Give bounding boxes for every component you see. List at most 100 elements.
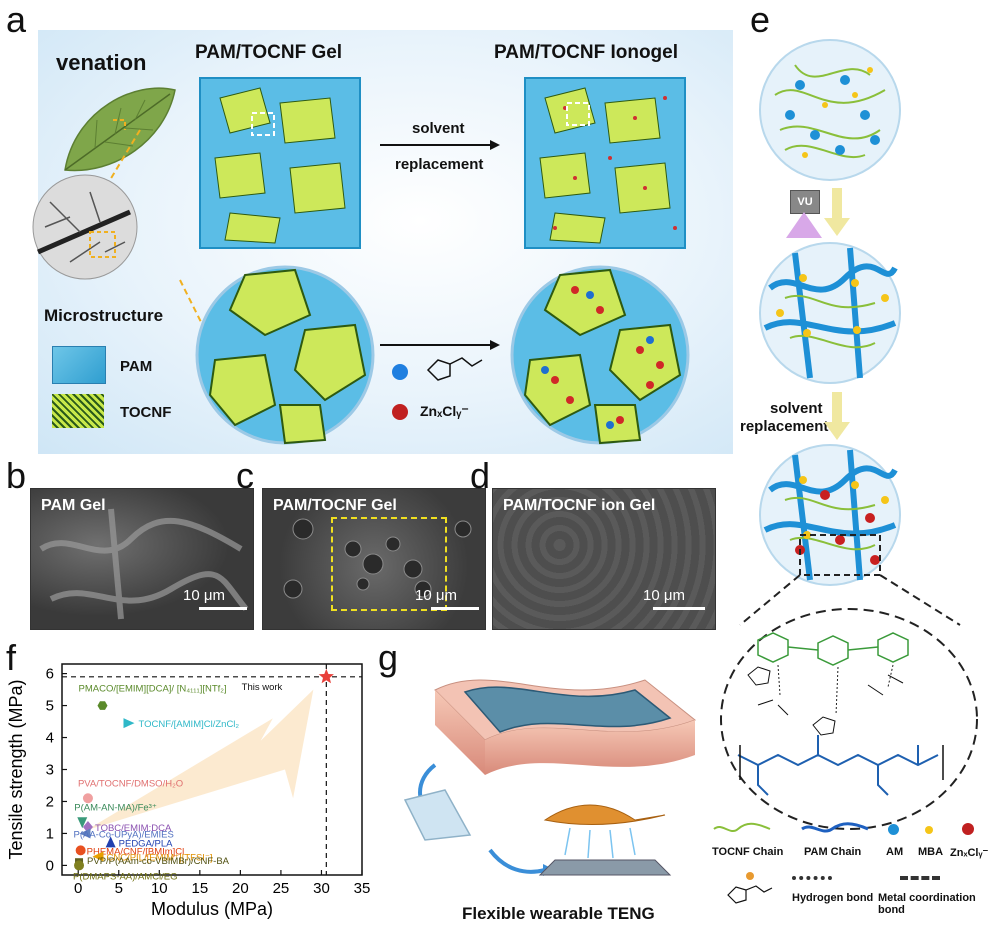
panel-f-label: f (6, 637, 17, 678)
panel-d-label: d (470, 455, 491, 496)
replacement-label-e: replacement (740, 418, 829, 435)
arrow-text-solvent: solvent (412, 120, 465, 137)
ionogel-microstructure-circle (510, 265, 690, 445)
data-label: PMACO/[EMIM][DCA]/ [N₄₁₁₁][NTf₂] (79, 684, 227, 695)
data-point (74, 860, 85, 871)
data-point (75, 845, 86, 856)
scale-text-b: 10 μm (183, 587, 225, 604)
sem-d-title: PAM/TOCNF ion Gel (503, 497, 656, 514)
scale-bar-d (653, 607, 705, 610)
legend-tocnf-chain: TOCNF Chain (712, 846, 784, 858)
legend-metal: Metal coordination bond (878, 892, 976, 916)
cation-dot (392, 364, 408, 380)
ionogel-cube (524, 77, 686, 249)
y-tick-label: 0 (46, 857, 54, 874)
leaf-closeup (32, 174, 138, 280)
legend-hbond: Hydrogen bond (792, 892, 874, 904)
process-arrow-1 (824, 188, 850, 236)
x-tick-label: 5 (115, 880, 123, 897)
imidazolium-structure (426, 357, 483, 381)
x-tick-label: 0 (74, 880, 82, 897)
legend-zn-dot (962, 823, 974, 835)
trend-arrow (86, 689, 314, 831)
data-label: P(AA-Co-UPyA)/EMIES (74, 829, 174, 840)
data-label: PHEMA/CNF/[BMIm]Cl (87, 846, 185, 857)
y-tick-label: 5 (46, 698, 54, 715)
solvent-replacement-arrow (380, 140, 500, 150)
panel-g-label: g (378, 637, 399, 678)
data-point (79, 828, 91, 839)
y-tick-label: 1 (46, 825, 54, 842)
y-axis-label: Tensile strength (MPa) (6, 679, 26, 859)
uv-light-cone (786, 212, 822, 238)
panel-e-label: e (750, 0, 771, 40)
data-point (318, 668, 334, 684)
legend-pam-label: PAM (120, 358, 153, 375)
data-point (77, 817, 88, 829)
x-tick-label: 30 (313, 880, 330, 897)
panel-a-label: a (6, 0, 27, 40)
uv-lamp: VU (790, 190, 820, 214)
panel-c-label: c (236, 455, 254, 496)
venation-label: venation (56, 50, 147, 75)
legend-tocnf-label: TOCNF (120, 404, 172, 421)
legend-tocnf-chain-icon (713, 822, 771, 832)
data-label: P(DMAPS-AA)/AMCl/EG (73, 871, 178, 882)
teng-illustration (403, 679, 696, 876)
ionogel-title: PAM/TOCNF Ionogel (494, 42, 679, 63)
data-point (97, 701, 108, 710)
reaction-arrow (380, 340, 500, 350)
legend-zn-e: ZnₓClᵧ⁻ (950, 847, 989, 859)
legend-tocnf-swatch (52, 394, 104, 428)
process-arrow-2 (824, 392, 850, 440)
legend-mba-dot (925, 826, 933, 834)
anion-dot (392, 404, 408, 420)
scale-text-c: 10 μm (415, 587, 457, 604)
ionogel-network (759, 444, 901, 586)
data-label: PEDGA/PLA (119, 838, 174, 849)
legend-zn-label: ZnₓClᵧ⁻ (420, 403, 469, 419)
data-label: TOCNF/[AMIM]Cl/ZnCl₂ (138, 719, 239, 730)
solvent-label-e: solvent (770, 400, 823, 417)
data-label: PVA/TOCNF/DMSO/H₂O (78, 778, 183, 789)
legend-pam-chain: PAM Chain (804, 846, 862, 858)
polymer-network-precursor (759, 39, 901, 181)
data-point (82, 793, 93, 804)
scale-bar-c (431, 607, 479, 610)
sem-b-title: PAM Gel (41, 497, 106, 514)
data-point (92, 851, 104, 862)
legend-metal-line (900, 876, 940, 880)
legend-am: AM (886, 846, 904, 858)
gel-title: PAM/TOCNF Gel (195, 42, 343, 63)
legend-am-dot (888, 824, 899, 835)
y-tick-label: 4 (46, 730, 54, 747)
scatter-chart: 0 5 10 15 20 25 30 35 0 1 2 3 4 5 6 Modulus (MPa) Tensil… (6, 663, 370, 919)
y-tick-label: 2 (46, 793, 54, 810)
scale-bar-b (199, 607, 247, 610)
leaf-illustration (64, 87, 176, 172)
sem-image-c: PAM/TOCNF Gel 10 μm (262, 488, 486, 630)
x-tick-label: 10 (151, 880, 168, 897)
sem-image-b: PAM Gel 10 μm (30, 488, 254, 630)
data-point (105, 836, 116, 848)
legend-cation-dot (746, 872, 754, 880)
data-point (82, 821, 93, 834)
data-label: TOBC/EMIM:DCA (95, 823, 172, 834)
gel-cube (199, 77, 361, 249)
legend-cation-structure (727, 885, 773, 904)
gel-microstructure-circle (195, 265, 375, 445)
data-label: P(AM-AN-MA)/Fe³⁺ (74, 802, 157, 813)
data-label: This work (242, 682, 283, 693)
legend-hbond-line (792, 876, 832, 880)
x-tick-label: 25 (273, 880, 290, 897)
arrow-text-replacement: replacement (395, 156, 484, 173)
x-axis-label: Modulus (MPa) (151, 899, 273, 919)
x-tick-label: 35 (354, 880, 370, 897)
legend-mba: MBA (918, 846, 944, 858)
crosslinked-network (759, 242, 901, 384)
microstructure-label: Microstructure (44, 306, 164, 325)
selection-box-c (331, 517, 447, 611)
x-tick-label: 20 (232, 880, 249, 897)
y-tick-label: 6 (46, 666, 54, 683)
scale-text-d: 10 μm (643, 587, 685, 604)
